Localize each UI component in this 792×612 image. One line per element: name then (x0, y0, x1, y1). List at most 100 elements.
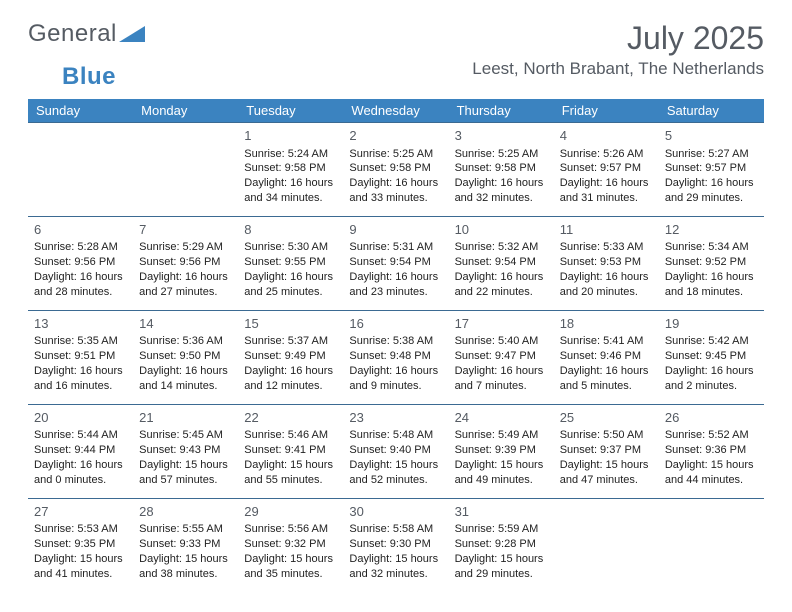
day-info: Sunrise: 5:53 AMSunset: 9:35 PMDaylight:… (34, 522, 127, 581)
weekday-header: Saturday (659, 99, 764, 123)
day-info: Sunrise: 5:49 AMSunset: 9:39 PMDaylight:… (455, 428, 548, 487)
day-info: Sunrise: 5:35 AMSunset: 9:51 PMDaylight:… (34, 334, 127, 393)
day-info: Sunrise: 5:46 AMSunset: 9:41 PMDaylight:… (244, 428, 337, 487)
day-number: 16 (349, 315, 442, 333)
calendar-week-row: 1 Sunrise: 5:24 AMSunset: 9:58 PMDaylight… (28, 123, 764, 217)
day-info: Sunrise: 5:26 AMSunset: 9:57 PMDaylight:… (560, 147, 653, 206)
calendar-day-cell: 31Sunrise: 5:59 AMSunset: 9:28 PMDayligh… (449, 498, 554, 591)
calendar-day-cell: 4 Sunrise: 5:26 AMSunset: 9:57 PMDaylight… (554, 123, 659, 217)
day-info: Sunrise: 5:45 AMSunset: 9:43 PMDaylight:… (139, 428, 232, 487)
day-info: Sunrise: 5:24 AMSunset: 9:58 PMDaylight:… (244, 147, 337, 206)
calendar-day-cell: 15Sunrise: 5:37 AMSunset: 9:49 PMDayligh… (238, 310, 343, 404)
day-info: Sunrise: 5:38 AMSunset: 9:48 PMDaylight:… (349, 334, 442, 393)
day-number: 14 (139, 315, 232, 333)
day-info: Sunrise: 5:34 AMSunset: 9:52 PMDaylight:… (665, 240, 758, 299)
day-number: 25 (560, 409, 653, 427)
day-number: 27 (34, 503, 127, 521)
day-info: Sunrise: 5:40 AMSunset: 9:47 PMDaylight:… (455, 334, 548, 393)
day-number: 6 (34, 221, 127, 239)
day-number: 1 (244, 127, 337, 145)
day-number: 26 (665, 409, 758, 427)
day-number: 17 (455, 315, 548, 333)
weekday-header: Friday (554, 99, 659, 123)
calendar-day-cell: 1 Sunrise: 5:24 AMSunset: 9:58 PMDaylight… (238, 123, 343, 217)
month-title: July 2025 (472, 20, 764, 57)
day-number: 4 (560, 127, 653, 145)
calendar-day-cell: 29Sunrise: 5:56 AMSunset: 9:32 PMDayligh… (238, 498, 343, 591)
day-number: 7 (139, 221, 232, 239)
day-number: 23 (349, 409, 442, 427)
day-info: Sunrise: 5:55 AMSunset: 9:33 PMDaylight:… (139, 522, 232, 581)
calendar-day-cell (28, 123, 133, 217)
day-number: 19 (665, 315, 758, 333)
day-info: Sunrise: 5:30 AMSunset: 9:55 PMDaylight:… (244, 240, 337, 299)
day-info: Sunrise: 5:36 AMSunset: 9:50 PMDaylight:… (139, 334, 232, 393)
calendar-day-cell: 11Sunrise: 5:33 AMSunset: 9:53 PMDayligh… (554, 216, 659, 310)
calendar-day-cell (554, 498, 659, 591)
day-info: Sunrise: 5:52 AMSunset: 9:36 PMDaylight:… (665, 428, 758, 487)
day-number: 29 (244, 503, 337, 521)
day-number: 13 (34, 315, 127, 333)
calendar-day-cell: 16Sunrise: 5:38 AMSunset: 9:48 PMDayligh… (343, 310, 448, 404)
weekday-header: Sunday (28, 99, 133, 123)
day-number: 24 (455, 409, 548, 427)
logo-triangle-icon (119, 22, 145, 47)
calendar-day-cell: 14Sunrise: 5:36 AMSunset: 9:50 PMDayligh… (133, 310, 238, 404)
calendar-day-cell: 28Sunrise: 5:55 AMSunset: 9:33 PMDayligh… (133, 498, 238, 591)
day-number: 31 (455, 503, 548, 521)
location: Leest, North Brabant, The Netherlands (472, 59, 764, 79)
title-block: July 2025 Leest, North Brabant, The Neth… (472, 20, 764, 79)
day-number: 22 (244, 409, 337, 427)
day-info: Sunrise: 5:48 AMSunset: 9:40 PMDaylight:… (349, 428, 442, 487)
calendar-week-row: 20Sunrise: 5:44 AMSunset: 9:44 PMDayligh… (28, 404, 764, 498)
calendar-day-cell: 10Sunrise: 5:32 AMSunset: 9:54 PMDayligh… (449, 216, 554, 310)
calendar-day-cell: 12Sunrise: 5:34 AMSunset: 9:52 PMDayligh… (659, 216, 764, 310)
day-number: 9 (349, 221, 442, 239)
calendar-day-cell: 6Sunrise: 5:28 AMSunset: 9:56 PMDaylight… (28, 216, 133, 310)
logo-word2: Blue (62, 63, 116, 90)
calendar-day-cell: 30Sunrise: 5:58 AMSunset: 9:30 PMDayligh… (343, 498, 448, 591)
day-number: 30 (349, 503, 442, 521)
day-number: 3 (455, 127, 548, 145)
day-info: Sunrise: 5:56 AMSunset: 9:32 PMDaylight:… (244, 522, 337, 581)
calendar-week-row: 13Sunrise: 5:35 AMSunset: 9:51 PMDayligh… (28, 310, 764, 404)
logo: General (28, 20, 145, 48)
day-number: 2 (349, 127, 442, 145)
day-info: Sunrise: 5:32 AMSunset: 9:54 PMDaylight:… (455, 240, 548, 299)
calendar-day-cell: 20Sunrise: 5:44 AMSunset: 9:44 PMDayligh… (28, 404, 133, 498)
calendar-day-cell: 25Sunrise: 5:50 AMSunset: 9:37 PMDayligh… (554, 404, 659, 498)
calendar-day-cell: 18Sunrise: 5:41 AMSunset: 9:46 PMDayligh… (554, 310, 659, 404)
day-info: Sunrise: 5:27 AMSunset: 9:57 PMDaylight:… (665, 147, 758, 206)
day-number: 20 (34, 409, 127, 427)
calendar-table: SundayMondayTuesdayWednesdayThursdayFrid… (28, 99, 764, 592)
day-number: 11 (560, 221, 653, 239)
calendar-day-cell (133, 123, 238, 217)
day-number: 10 (455, 221, 548, 239)
weekday-header: Tuesday (238, 99, 343, 123)
day-info: Sunrise: 5:44 AMSunset: 9:44 PMDaylight:… (34, 428, 127, 487)
calendar-day-cell: 8Sunrise: 5:30 AMSunset: 9:55 PMDaylight… (238, 216, 343, 310)
calendar-day-cell: 23Sunrise: 5:48 AMSunset: 9:40 PMDayligh… (343, 404, 448, 498)
calendar-week-row: 6Sunrise: 5:28 AMSunset: 9:56 PMDaylight… (28, 216, 764, 310)
day-info: Sunrise: 5:25 AMSunset: 9:58 PMDaylight:… (455, 147, 548, 206)
day-info: Sunrise: 5:37 AMSunset: 9:49 PMDaylight:… (244, 334, 337, 393)
calendar-day-cell: 3 Sunrise: 5:25 AMSunset: 9:58 PMDaylight… (449, 123, 554, 217)
calendar-week-row: 27Sunrise: 5:53 AMSunset: 9:35 PMDayligh… (28, 498, 764, 591)
calendar-body: 1 Sunrise: 5:24 AMSunset: 9:58 PMDaylight… (28, 123, 764, 592)
calendar-day-cell: 21Sunrise: 5:45 AMSunset: 9:43 PMDayligh… (133, 404, 238, 498)
day-number: 15 (244, 315, 337, 333)
day-info: Sunrise: 5:42 AMSunset: 9:45 PMDaylight:… (665, 334, 758, 393)
calendar-day-cell: 24Sunrise: 5:49 AMSunset: 9:39 PMDayligh… (449, 404, 554, 498)
calendar-day-cell: 22Sunrise: 5:46 AMSunset: 9:41 PMDayligh… (238, 404, 343, 498)
calendar-day-cell: 27Sunrise: 5:53 AMSunset: 9:35 PMDayligh… (28, 498, 133, 591)
day-number: 5 (665, 127, 758, 145)
weekday-header: Monday (133, 99, 238, 123)
day-info: Sunrise: 5:33 AMSunset: 9:53 PMDaylight:… (560, 240, 653, 299)
weekday-header: Thursday (449, 99, 554, 123)
calendar-day-cell: 2Sunrise: 5:25 AMSunset: 9:58 PMDaylight… (343, 123, 448, 217)
weekday-header: Wednesday (343, 99, 448, 123)
logo-word1: General (28, 20, 117, 48)
calendar-day-cell: 7Sunrise: 5:29 AMSunset: 9:56 PMDaylight… (133, 216, 238, 310)
day-info: Sunrise: 5:59 AMSunset: 9:28 PMDaylight:… (455, 522, 548, 581)
calendar-day-cell: 9Sunrise: 5:31 AMSunset: 9:54 PMDaylight… (343, 216, 448, 310)
